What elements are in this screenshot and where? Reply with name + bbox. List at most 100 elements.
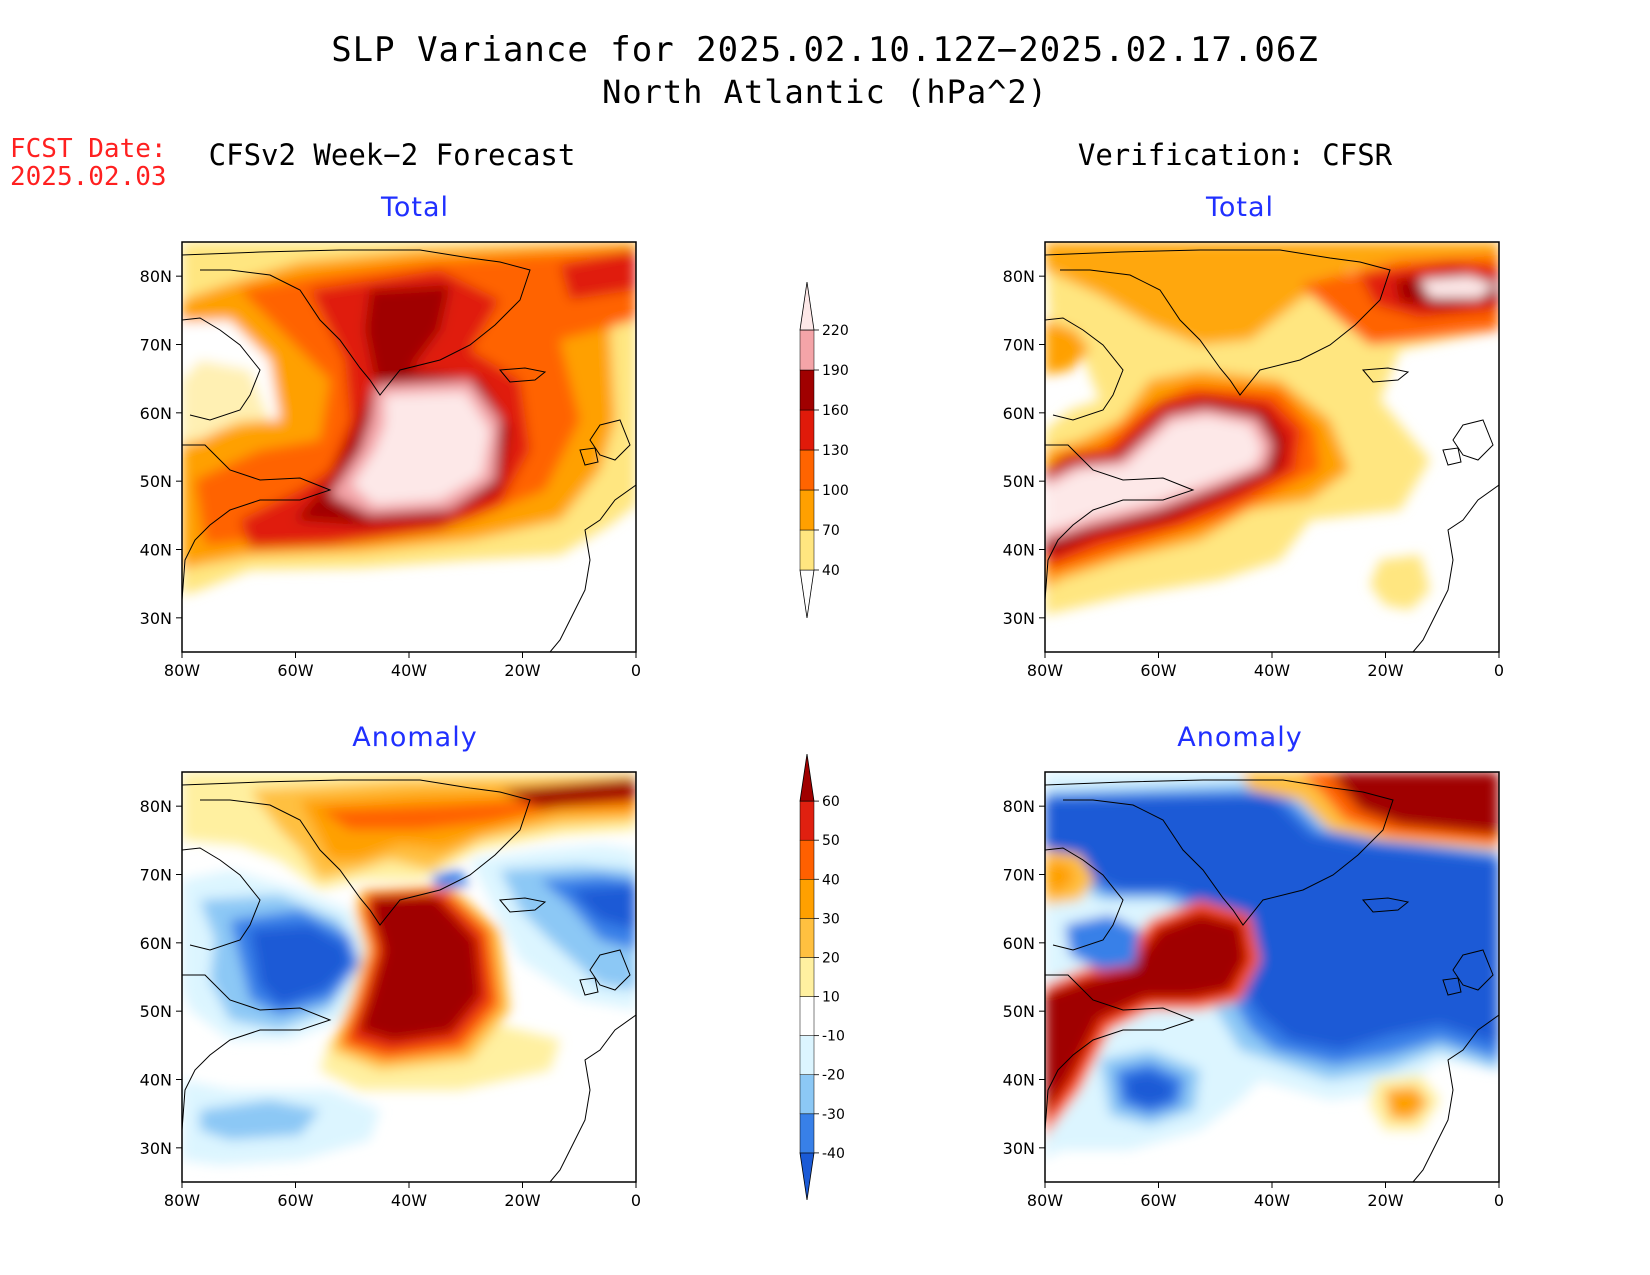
colorbar-swatch (799, 529, 815, 571)
coastlines (1045, 779, 1499, 1182)
forecast-total-lat-label: 60N (140, 404, 172, 423)
verification-anomaly-lon-label: 0 (1494, 1191, 1504, 1210)
colorbar-label: 130 (822, 443, 849, 459)
coastlines (182, 779, 636, 1182)
colorbar-label: 30 (822, 911, 840, 927)
forecast-total-lat-label: 70N (140, 336, 172, 355)
verification-total-lat-label: 70N (1003, 336, 1035, 355)
colorbar-label: 40 (822, 563, 840, 579)
verification-anomaly-title: Anomaly (1177, 722, 1303, 753)
colorbar-swatch (799, 489, 815, 531)
colorbar-label: 20 (822, 950, 840, 966)
forecast-total-lat-label: 30N (140, 609, 172, 628)
verification-total-lat-label: 50N (1003, 472, 1035, 491)
colorbar-swatch (799, 569, 815, 619)
colorbar-swatch (799, 957, 815, 997)
forecast-total-lon-label: 20W (504, 661, 540, 680)
anomaly-colorbar: -40 -30 -20 -10 10 20 30 40 50 60 (799, 753, 845, 1201)
forecast-anomaly-lat-label: 60N (140, 934, 172, 953)
forecast-anomaly-lon-label: 60W (277, 1191, 313, 1210)
verification-anomaly-lon-label: 20W (1367, 1191, 1403, 1210)
colorbar-swatch (799, 329, 815, 371)
forecast-total-title: Total (380, 192, 450, 223)
forecast-anomaly-lat-label: 70N (140, 866, 172, 885)
verification-anomaly-lat-label: 50N (1003, 1002, 1035, 1021)
forecast-total-lat-label: 50N (140, 472, 172, 491)
forecast-column-title: CFSv2 Week−2 Forecast (208, 138, 576, 172)
forecast-anomaly-lat-label: 40N (140, 1071, 172, 1090)
colorbar-label: 220 (822, 323, 849, 339)
forecast-anomaly-lat-label: 80N (140, 797, 172, 816)
colorbar-swatch (799, 996, 815, 1036)
forecast-total-lon-label: 0 (631, 661, 641, 680)
forecast-date-value: 2025.02.03 (10, 162, 167, 192)
colorbar-swatch (799, 449, 815, 491)
colorbar-label: 70 (822, 523, 840, 539)
verification-anomaly-lat-label: 40N (1003, 1071, 1035, 1090)
verification-total-lat-label: 30N (1003, 609, 1035, 628)
colorbar-swatch (799, 800, 815, 841)
colorbar-label: -10 (822, 1029, 845, 1045)
forecast-anomaly-lon-label: 80W (164, 1191, 200, 1210)
main-subtitle: North Atlantic (hPa^2) (602, 73, 1048, 111)
verification-column-title: Verification: CFSR (1077, 138, 1393, 172)
verification-total-title: Total (1205, 192, 1275, 223)
verification-anomaly-lat-label: 60N (1003, 934, 1035, 953)
verification-total-lat-label: 80N (1003, 267, 1035, 286)
forecast-anomaly-lat-label: 30N (140, 1139, 172, 1158)
forecast-total-lon-label: 60W (277, 661, 313, 680)
colorbar-swatch (799, 409, 815, 451)
verification-anomaly-lon-label: 40W (1254, 1191, 1290, 1210)
colorbar-label: -30 (822, 1107, 845, 1123)
forecast-total-lon-label: 80W (164, 661, 200, 680)
colorbar-swatch (799, 1074, 815, 1115)
colorbar-label: 60 (822, 794, 840, 810)
verification-total-lon-label: 80W (1027, 661, 1063, 680)
forecast-anomaly-lon-label: 20W (504, 1191, 540, 1210)
verification-anomaly-map (1045, 772, 1499, 1182)
colorbar-label: 10 (822, 990, 840, 1006)
forecast-anomaly-lat-label: 50N (140, 1002, 172, 1021)
forecast-total-lat-label: 40N (140, 541, 172, 560)
forecast-anomaly-map (182, 772, 636, 1182)
forecast-anomaly-lon-label: 40W (391, 1191, 427, 1210)
coastlines (1045, 249, 1499, 652)
colorbar-label: 50 (822, 833, 840, 849)
colorbar-swatch (799, 1035, 815, 1075)
colorbar-swatch (799, 1152, 815, 1201)
coastlines (182, 249, 636, 652)
colorbar-swatch (799, 879, 815, 919)
colorbar-label: 40 (822, 872, 840, 888)
colorbar-swatch (799, 839, 815, 880)
total-colorbar: 40 70 100 130 160 190 220 (799, 281, 849, 619)
verification-anomaly-lat-label: 30N (1003, 1139, 1035, 1158)
forecast-date-label: FCST Date: 2025.02.03 (10, 135, 167, 191)
colorbar-swatch (799, 753, 815, 802)
verification-total-lat-label: 40N (1003, 541, 1035, 560)
colorbar-label: 190 (822, 363, 849, 379)
forecast-anomaly-title: Anomaly (352, 722, 478, 753)
forecast-total-lon-label: 40W (391, 661, 427, 680)
colorbar-swatch (799, 918, 815, 958)
colorbar-swatch (799, 1113, 815, 1154)
forecast-date-caption: FCST Date: (10, 134, 167, 164)
verification-total-lon-label: 20W (1367, 661, 1403, 680)
forecast-total-map (182, 242, 636, 652)
colorbar-label: 100 (822, 483, 849, 499)
verification-anomaly-lat-label: 80N (1003, 797, 1035, 816)
colorbar-swatch (799, 369, 815, 411)
forecast-total-lat-label: 80N (140, 267, 172, 286)
verification-total-lon-label: 40W (1254, 661, 1290, 680)
forecast-anomaly-lon-label: 0 (631, 1191, 641, 1210)
verification-total-map (1045, 242, 1499, 652)
colorbar-label: -40 (822, 1146, 845, 1162)
main-title: SLP Variance for 2025.02.10.12Z−2025.02.… (331, 30, 1319, 70)
verification-total-lat-label: 60N (1003, 404, 1035, 423)
colorbar-swatch (799, 281, 815, 331)
axes-layer: 80W 60W 40W 20W 0 80N 70N 60N 50N 40N 30N 80W 60W 40W… (140, 267, 1504, 1210)
colorbar-label: -20 (822, 1068, 845, 1084)
verification-anomaly-lon-label: 80W (1027, 1191, 1063, 1210)
colorbar-label: 160 (822, 403, 849, 419)
verification-anomaly-lat-label: 70N (1003, 866, 1035, 885)
